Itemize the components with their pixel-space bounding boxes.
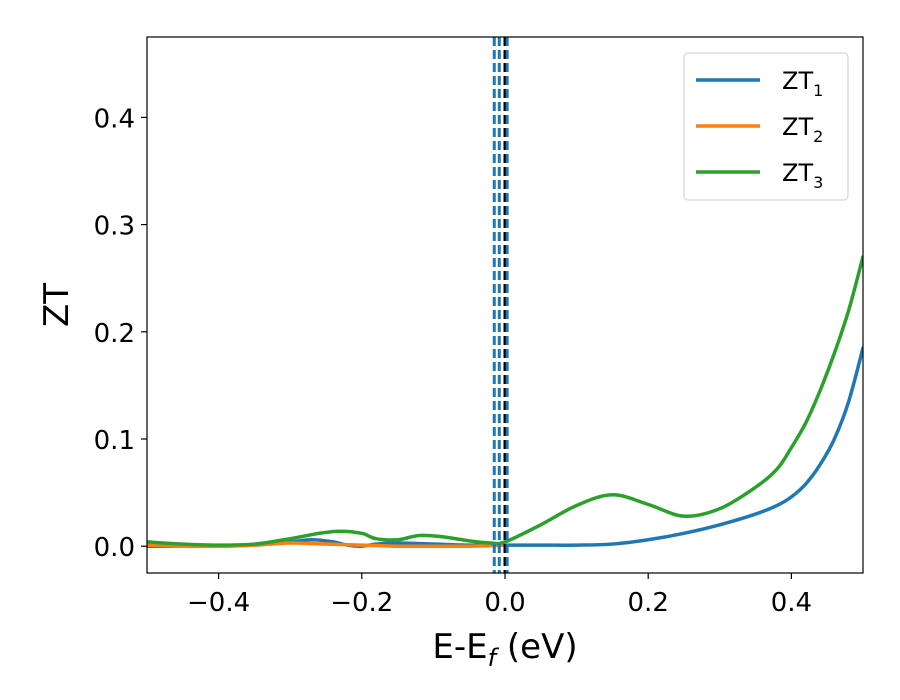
series-layer bbox=[147, 255, 863, 549]
x-tick-label-3: 0.0 bbox=[484, 588, 525, 618]
y-tick-label-3: 0.2 bbox=[94, 319, 135, 349]
y-tick-label-5: 0.4 bbox=[94, 104, 135, 134]
y-tick-label-1: 0.0 bbox=[94, 533, 135, 563]
x-tick-label-2: −0.2 bbox=[330, 588, 393, 618]
legend-box bbox=[683, 52, 849, 201]
legend-label-1: ZT1 bbox=[782, 67, 823, 100]
y-tick-label-4: 0.3 bbox=[94, 212, 135, 242]
legend-label-3: ZT3 bbox=[782, 159, 823, 192]
vline-layer bbox=[492, 37, 509, 573]
x-axis-ticks: −0.4 −0.2 0.0 0.2 0.4 bbox=[187, 573, 812, 618]
y-axis-label: ZT bbox=[37, 283, 77, 327]
x-tick-label-4: 0.2 bbox=[628, 588, 669, 618]
x-tick-label-5: 0.4 bbox=[771, 588, 812, 618]
series-line-1 bbox=[147, 346, 863, 549]
legend: ZT1 ZT2 ZT3 bbox=[683, 52, 849, 201]
legend-items: ZT1 ZT2 ZT3 bbox=[696, 67, 823, 192]
legend-label-2: ZT2 bbox=[782, 113, 823, 146]
x-axis-label-tail: (eV) bbox=[496, 627, 578, 667]
x-tick-label-1: −0.4 bbox=[187, 588, 250, 618]
x-axis-label-main: E-E bbox=[432, 627, 487, 667]
series-line-3 bbox=[147, 255, 863, 547]
y-tick-label-2: 0.1 bbox=[94, 426, 135, 456]
x-axis-label: E-Ef (eV) bbox=[432, 627, 577, 672]
y-axis-ticks: 0.0 0.1 0.2 0.3 0.4 bbox=[94, 104, 147, 563]
